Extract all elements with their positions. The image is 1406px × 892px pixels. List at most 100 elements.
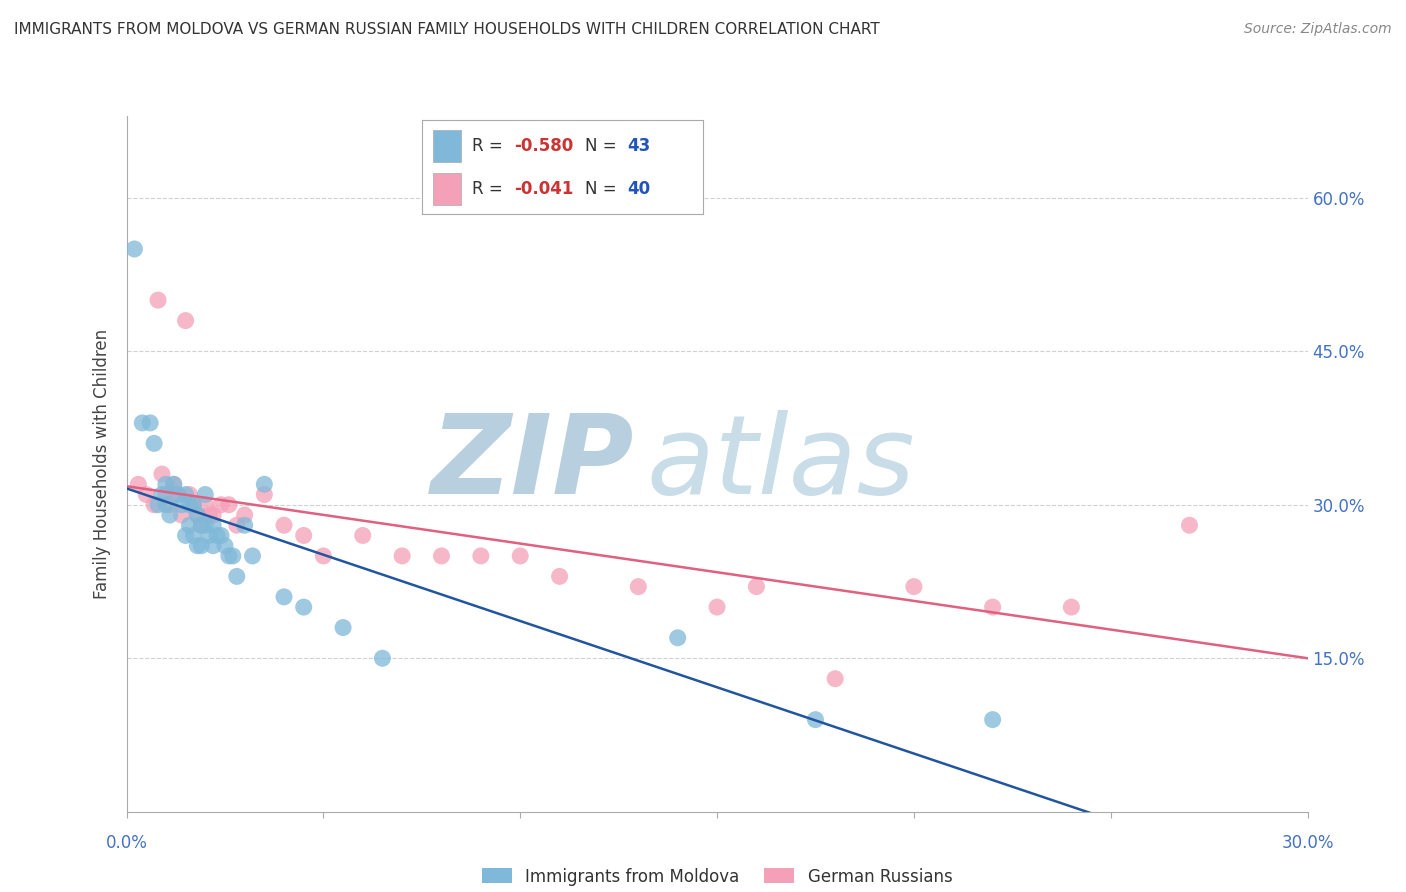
Point [214,539,236,553]
Point [174,487,197,501]
Point [824,672,846,686]
Y-axis label: Family Households with Children: Family Households with Children [93,329,111,599]
Point [127,477,149,491]
Point [391,549,413,563]
Point [194,498,217,512]
Point [312,549,335,563]
Point [186,508,208,522]
Point [146,498,169,512]
Point [470,549,492,563]
Point [190,518,212,533]
Point [205,528,228,542]
Point [163,477,186,491]
Point [186,508,208,522]
Point [202,539,225,553]
Point [627,580,650,594]
Point [225,518,247,533]
Point [981,600,1004,615]
Point [143,498,166,512]
Point [371,651,394,665]
Point [804,713,827,727]
Text: 43: 43 [627,136,651,154]
Point [253,477,276,491]
Point [292,600,315,615]
Point [292,528,315,542]
Point [150,487,173,501]
Text: R =: R = [472,136,509,154]
Text: 0.0%: 0.0% [105,834,148,852]
Point [163,477,186,491]
Point [174,313,197,327]
Point [202,518,225,533]
Text: -0.041: -0.041 [515,180,574,198]
Point [233,508,256,522]
Point [190,539,212,553]
Point [242,549,264,563]
Point [170,508,193,522]
Point [186,539,208,553]
Point [1060,600,1083,615]
Point [139,416,162,430]
Point [183,528,205,542]
Point [209,498,232,512]
Point [155,487,177,501]
Point [124,242,146,256]
Point [198,528,221,542]
Point [706,600,728,615]
Point [745,580,768,594]
Point [194,518,217,533]
Point [174,528,197,542]
Point [143,436,166,450]
Point [155,477,177,491]
Text: -0.580: -0.580 [515,136,574,154]
Point [170,498,193,512]
Text: atlas: atlas [647,410,915,517]
Point [981,713,1004,727]
Point [903,580,925,594]
Point [150,467,173,481]
Point [218,549,240,563]
Point [209,528,232,542]
Point [198,508,221,522]
Point [666,631,689,645]
Point [159,498,181,512]
Point [155,498,177,512]
Point [202,508,225,522]
Text: N =: N = [585,136,621,154]
Point [131,416,153,430]
Point [179,498,201,512]
Point [509,549,531,563]
FancyBboxPatch shape [433,173,461,205]
Point [166,487,188,501]
Text: IMMIGRANTS FROM MOLDOVA VS GERMAN RUSSIAN FAMILY HOUSEHOLDS WITH CHILDREN CORREL: IMMIGRANTS FROM MOLDOVA VS GERMAN RUSSIA… [14,22,880,37]
Text: Source: ZipAtlas.com: Source: ZipAtlas.com [1244,22,1392,37]
Point [194,487,217,501]
Point [146,293,169,307]
Point [166,487,188,501]
Point [233,518,256,533]
Point [159,508,181,522]
Point [190,518,212,533]
Point [179,487,201,501]
Text: ZIP: ZIP [430,410,634,517]
Point [222,549,245,563]
Point [273,590,295,604]
Point [218,498,240,512]
Point [273,518,295,533]
Point [332,621,354,635]
Text: N =: N = [585,180,621,198]
FancyBboxPatch shape [433,129,461,161]
Point [1178,518,1201,533]
Point [352,528,374,542]
Point [548,569,571,583]
Point [179,518,201,533]
Legend: Immigrants from Moldova, German Russians: Immigrants from Moldova, German Russians [474,859,960,892]
Point [183,498,205,512]
Text: 40: 40 [627,180,650,198]
Point [253,487,276,501]
Point [135,487,157,501]
Point [225,569,247,583]
Point [430,549,453,563]
Point [183,498,205,512]
Text: 30.0%: 30.0% [1281,834,1334,852]
